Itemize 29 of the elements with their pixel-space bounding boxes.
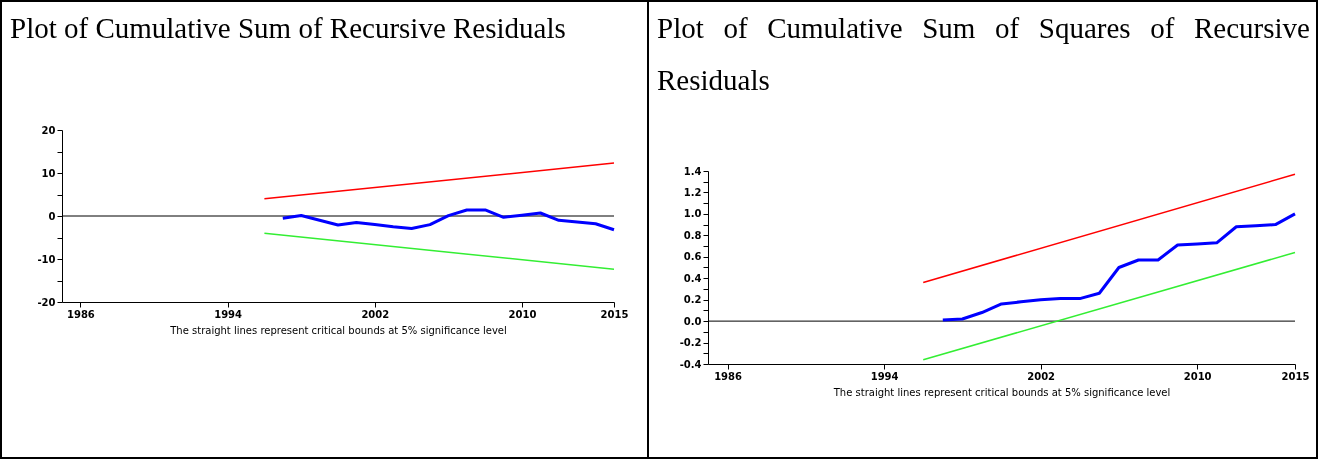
y-tick-label: 0.0: [683, 315, 702, 327]
x-tick-label: 2010: [508, 308, 537, 320]
y-tick-label: -0.2: [679, 337, 702, 349]
y-tick-label: -10: [37, 253, 56, 265]
y-tick-label: 0.2: [683, 294, 702, 306]
y-tick-label: 1.0: [683, 208, 702, 220]
y-tick-label: 0.4: [683, 272, 702, 284]
x-tick-label: 2010: [1183, 370, 1212, 382]
y-tick-label: -20: [37, 296, 56, 308]
y-tick-label: 0.8: [683, 229, 702, 241]
x-tick-label: 2015: [1281, 370, 1310, 382]
y-tick-label: 10: [41, 167, 56, 179]
y-tick-label: -0.4: [679, 358, 702, 370]
text: The straight lines represent critical bounds at 5% significance level: [832, 386, 1171, 398]
x-tick-label: 2015: [600, 308, 629, 320]
y-tick-label: 0.6: [683, 251, 702, 263]
y-tick-label: 1.4: [683, 165, 702, 177]
chart-title: Plot of Cumulative Sum of Recursive Residuals: [9, 11, 567, 46]
x-tick-label: 1994: [870, 370, 899, 382]
text: The straight lines represent critical bounds at 5% significance level: [169, 324, 507, 336]
y-tick-label: 0: [48, 210, 56, 222]
x-tick-label: 2002: [361, 308, 390, 320]
chart-title: Plot of Cumulative Sum of Squares of Recursive Residuals: [656, 11, 1311, 98]
y-tick-label: 1.2: [683, 186, 702, 198]
y-tick-label: 20: [41, 124, 56, 136]
x-tick-label: 1994: [214, 308, 243, 320]
x-tick-label: 1986: [714, 370, 743, 382]
x-tick-label: 1986: [66, 308, 95, 320]
x-tick-label: 2002: [1027, 370, 1056, 382]
